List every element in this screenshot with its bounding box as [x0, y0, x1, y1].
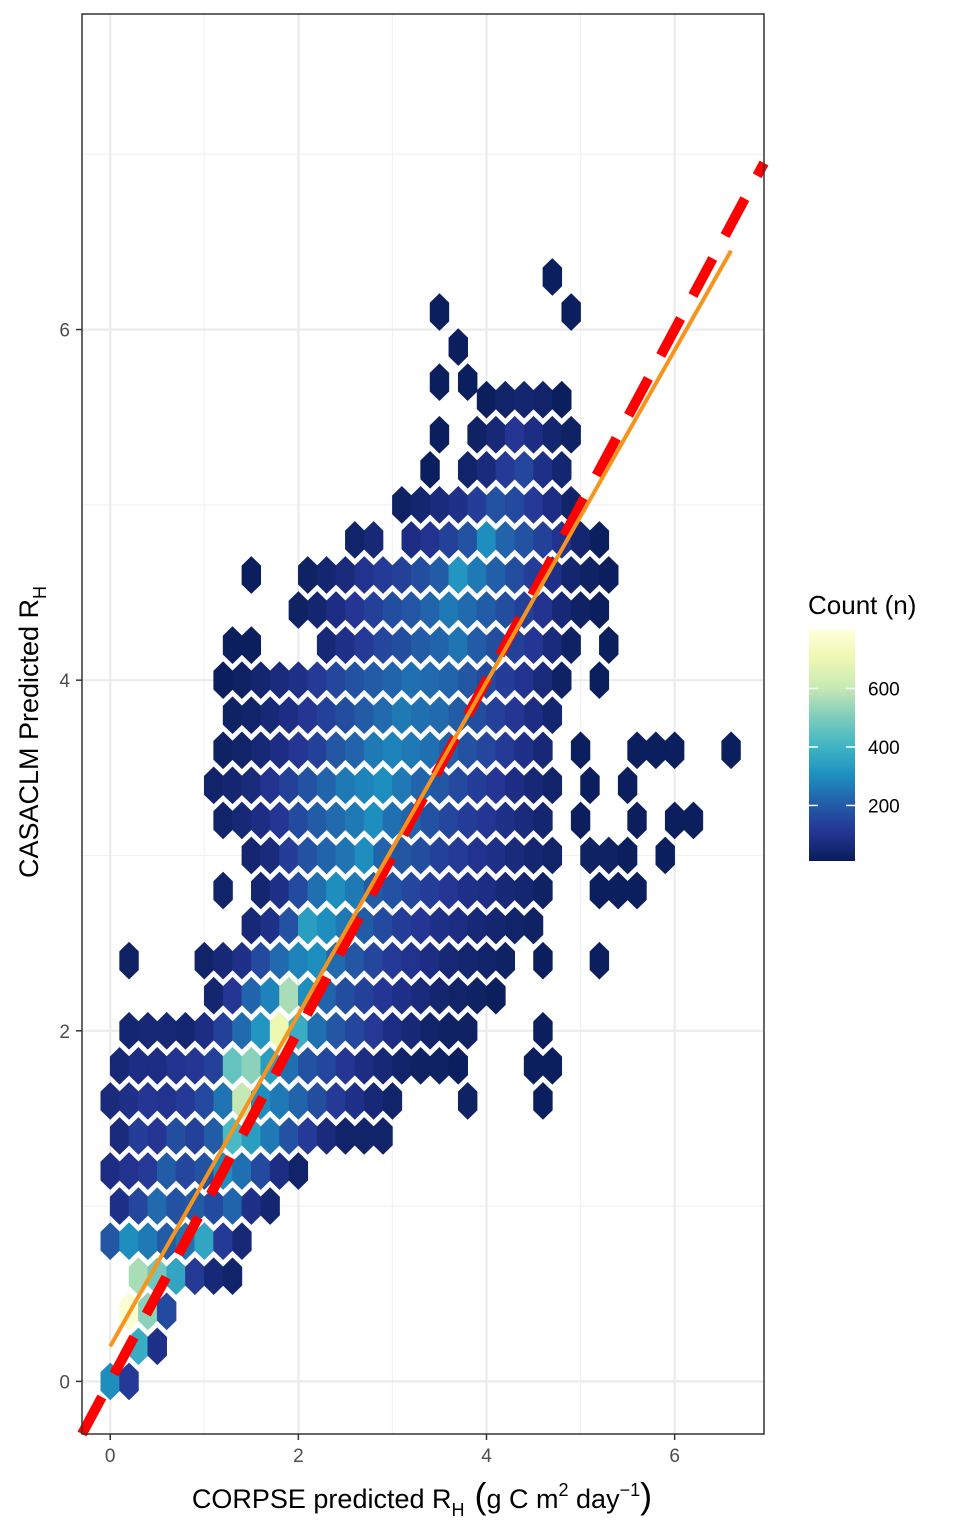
hex-bin	[363, 521, 384, 559]
y-tick-label: 2	[59, 1022, 70, 1043]
hex-bin	[533, 1011, 553, 1050]
hex-bin	[232, 1222, 252, 1260]
legend-tick-label: 600	[868, 679, 900, 700]
hex-bin	[533, 731, 553, 770]
legend-ticks: 200 400 600	[809, 679, 900, 817]
hex-bin	[429, 363, 450, 401]
hex-bin	[382, 1082, 403, 1120]
hex-bin	[420, 450, 440, 489]
hex-bin	[617, 766, 638, 805]
colorbar	[809, 630, 855, 861]
x-tick-label: 2	[293, 1446, 304, 1467]
hex-bin	[448, 1047, 468, 1085]
hex-bin	[241, 626, 262, 664]
y-tick-label: 0	[59, 1372, 70, 1393]
hex-bin	[655, 836, 675, 875]
hex-bin	[664, 731, 685, 770]
hex-bin	[552, 450, 572, 489]
x-tick-label: 0	[105, 1446, 116, 1467]
hex-bin	[260, 1187, 280, 1225]
hex-bin	[119, 941, 139, 980]
hex-bin	[542, 258, 563, 296]
hex-bin	[533, 1082, 553, 1120]
hex-bin	[552, 380, 572, 419]
hex-bins	[100, 258, 741, 1401]
hex-bin	[589, 521, 610, 559]
x-tick-label: 4	[481, 1446, 492, 1467]
hex-bin	[617, 836, 638, 875]
hex-bin	[486, 976, 506, 1015]
hex-bin	[147, 1327, 167, 1366]
hex-bin	[542, 696, 563, 735]
hex-bin	[288, 1152, 309, 1190]
hex-bin	[570, 731, 591, 770]
hex-bin	[533, 801, 553, 840]
color-legend: Count (n) 200 400 600	[808, 590, 916, 861]
hex-bin	[457, 1082, 478, 1120]
hex-bin	[589, 661, 610, 699]
x-axis-title: CORPSE predicted RH (g C m2 day−1)	[192, 1475, 652, 1520]
hex-bin	[570, 801, 591, 840]
hex-bin	[429, 293, 450, 331]
y-axis-ticks: 0 2 4 6	[59, 321, 82, 1393]
hex-bin	[683, 801, 704, 840]
hex-bin	[213, 871, 233, 910]
y-tick-label: 4	[59, 671, 70, 692]
one-to-one-dashed-line	[77, 160, 769, 1437]
hex-bin	[627, 871, 647, 910]
hex-bin	[599, 556, 619, 594]
hex-bin	[241, 556, 262, 594]
hex-bin	[561, 293, 581, 331]
hex-bin	[561, 415, 581, 454]
hex-bin	[448, 328, 468, 366]
hex-bin	[373, 1117, 393, 1155]
reference-lines	[77, 160, 769, 1437]
hex-bin	[429, 415, 450, 454]
legend-title: Count (n)	[808, 590, 916, 620]
y-axis-title: CASACLM Predicted RH	[14, 586, 50, 878]
panel-border	[81, 13, 765, 1435]
hex-bin	[552, 661, 572, 699]
hex-bin	[495, 941, 516, 980]
legend-tick-label: 400	[868, 738, 900, 759]
hex-bin	[721, 731, 741, 770]
hex-bin	[580, 766, 600, 805]
hex-bin	[222, 1257, 243, 1296]
hex-bin	[599, 626, 619, 664]
hex-bin	[627, 801, 647, 840]
hex-bin	[542, 766, 563, 805]
hex-bin	[542, 1047, 563, 1085]
hex-bin	[533, 871, 553, 910]
hex-bin	[523, 906, 544, 945]
legend-tick-label: 200	[868, 796, 900, 817]
hex-bin	[533, 941, 553, 980]
hex-bin	[457, 1011, 478, 1050]
hex-bin	[457, 363, 478, 401]
hex-bin	[542, 836, 563, 875]
hex-bin	[589, 591, 610, 629]
x-axis-ticks: 0 2 4 6	[105, 1434, 680, 1467]
y-tick-label: 6	[59, 321, 70, 342]
fit-line	[108, 249, 733, 1348]
hex-bin	[589, 941, 610, 980]
x-tick-label: 6	[669, 1446, 680, 1467]
hex-bin	[561, 626, 581, 664]
